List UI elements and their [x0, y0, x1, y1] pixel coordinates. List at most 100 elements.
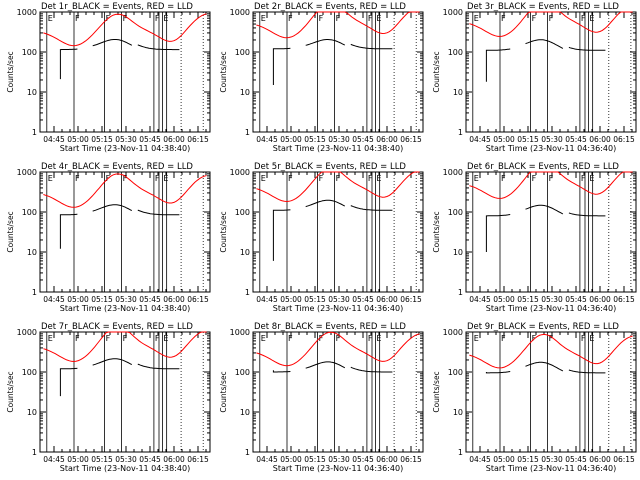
flag-marker-label: F	[336, 174, 341, 183]
x-axis-label: Start Time (23-Nov-11 04:38:40)	[60, 464, 190, 473]
events-series-line	[525, 361, 564, 372]
axes-frame	[465, 171, 637, 293]
events-series-line	[350, 366, 393, 373]
x-tick-label: 05:30	[541, 455, 563, 464]
y-axis-label: Counts/sec	[432, 51, 441, 92]
events-series-line	[272, 47, 291, 85]
x-tick-label: 05:15	[304, 455, 326, 464]
panel-title: Det 2r_BLACK = Events, RED = LLD	[254, 2, 406, 12]
events-series-line	[350, 43, 393, 50]
flag-marker-label: F	[581, 14, 586, 23]
x-tick-label: 05:15	[304, 135, 326, 144]
x-axis-label: Start Time (23-Nov-11 04:36:40)	[486, 144, 616, 153]
y-tick-label: 1	[458, 128, 463, 137]
y-tick-label: 10	[453, 248, 463, 257]
lld-series-line	[43, 173, 207, 208]
y-tick-label: 10	[453, 88, 463, 97]
x-tick-label: 06:00	[376, 295, 398, 304]
x-axis-label: Start Time (23-Nov-11 04:36:40)	[273, 464, 403, 473]
detector-panel: Det 5r_BLACK = Events, RED = LLD 1 10 100 10…	[219, 162, 424, 313]
events-series-line	[272, 370, 291, 373]
detector-panel: Det 2r_BLACK = Events, RED = LLD 1 10 100 10…	[219, 2, 424, 153]
panel-title: Det 1r_BLACK = Events, RED = LLD	[41, 2, 193, 12]
x-tick-label: 05:00	[67, 455, 89, 464]
flag-marker-label: F	[368, 174, 373, 183]
y-tick-label: 1000	[443, 8, 463, 17]
y-tick-label: 1000	[17, 328, 37, 337]
y-tick-label: 100	[448, 48, 463, 57]
x-tick-label: 06:00	[376, 455, 398, 464]
flag-marker-label: F	[288, 174, 293, 183]
x-tick-label: 05:00	[493, 295, 515, 304]
y-tick-label: 1000	[17, 168, 37, 177]
x-tick-label: 05:15	[517, 135, 539, 144]
x-tick-label: 05:45	[565, 135, 587, 144]
events-series-line	[92, 358, 133, 366]
flag-marker-label: F	[501, 334, 506, 343]
flag-marker-label: E	[376, 174, 381, 183]
x-tick-label: 06:15	[613, 455, 635, 464]
flag-marker-label: F	[549, 334, 554, 343]
flag-marker-label: E	[474, 174, 479, 183]
x-tick-label: 04:45	[256, 135, 278, 144]
x-tick-label: 06:15	[613, 295, 635, 304]
x-axis-label: Start Time (23-Nov-11 04:38:40)	[60, 304, 190, 313]
x-tick-label: 05:45	[139, 295, 161, 304]
lld-series-line	[469, 171, 633, 199]
axes-frame	[39, 171, 211, 293]
x-tick-label: 05:00	[280, 455, 302, 464]
flag-marker-label: F	[501, 174, 506, 183]
x-tick-label: 04:45	[256, 295, 278, 304]
y-axis-label: Counts/sec	[219, 371, 228, 412]
flag-marker-label: E	[261, 14, 266, 23]
flag-marker-label: F	[75, 334, 80, 343]
x-axis-label: Start Time (23-Nov-11 04:36:40)	[486, 464, 616, 473]
flag-marker-label: F	[532, 14, 537, 23]
x-axis-label: Start Time (23-Nov-11 04:36:40)	[486, 304, 616, 313]
x-tick-label: 05:45	[565, 295, 587, 304]
flag-marker-label: E	[163, 174, 168, 183]
panel-title: Det 4r_BLACK = Events, RED = LLD	[41, 162, 193, 172]
lld-series-line	[256, 11, 420, 39]
flag-marker-label: E	[163, 334, 168, 343]
x-tick-label: 05:30	[328, 135, 350, 144]
flag-marker-label: E	[163, 14, 168, 23]
axes-frame	[39, 331, 211, 453]
x-tick-label: 04:45	[43, 295, 65, 304]
flag-marker-label: F	[368, 334, 373, 343]
x-axis-label: Start Time (23-Nov-11 04:38:40)	[60, 144, 190, 153]
y-tick-label: 1	[245, 448, 250, 457]
axes-frame	[252, 171, 424, 293]
x-tick-label: 05:30	[328, 295, 350, 304]
events-series-line	[568, 212, 606, 217]
events-series-line	[272, 209, 291, 261]
x-tick-label: 05:15	[304, 295, 326, 304]
flag-marker-label: F	[155, 14, 160, 23]
flag-marker-label: E	[589, 334, 594, 343]
x-tick-label: 05:15	[517, 295, 539, 304]
panel-title: Det 3r_BLACK = Events, RED = LLD	[467, 2, 619, 12]
y-axis-label: Counts/sec	[219, 51, 228, 92]
events-series-line	[305, 199, 346, 208]
flag-marker-label: F	[336, 14, 341, 23]
flag-marker-label: E	[376, 334, 381, 343]
x-tick-label: 05:00	[493, 135, 515, 144]
flag-marker-label: F	[319, 334, 324, 343]
x-tick-label: 06:15	[187, 135, 209, 144]
y-tick-label: 1	[32, 128, 37, 137]
panel-title: Det 6r_BLACK = Events, RED = LLD	[467, 162, 619, 172]
flag-marker-label: E	[48, 14, 53, 23]
y-tick-label: 100	[22, 48, 37, 57]
flag-marker-label: E	[48, 174, 53, 183]
y-tick-label: 100	[235, 368, 250, 377]
events-series-line	[137, 209, 180, 216]
lld-series-line	[256, 331, 420, 367]
x-tick-label: 05:00	[67, 135, 89, 144]
x-tick-label: 04:45	[43, 455, 65, 464]
x-tick-label: 04:45	[469, 455, 491, 464]
x-tick-label: 06:00	[589, 455, 611, 464]
flag-marker-label: F	[288, 14, 293, 23]
y-tick-label: 100	[22, 368, 37, 377]
axes-frame	[39, 11, 211, 133]
y-axis-label: Counts/sec	[6, 51, 15, 92]
